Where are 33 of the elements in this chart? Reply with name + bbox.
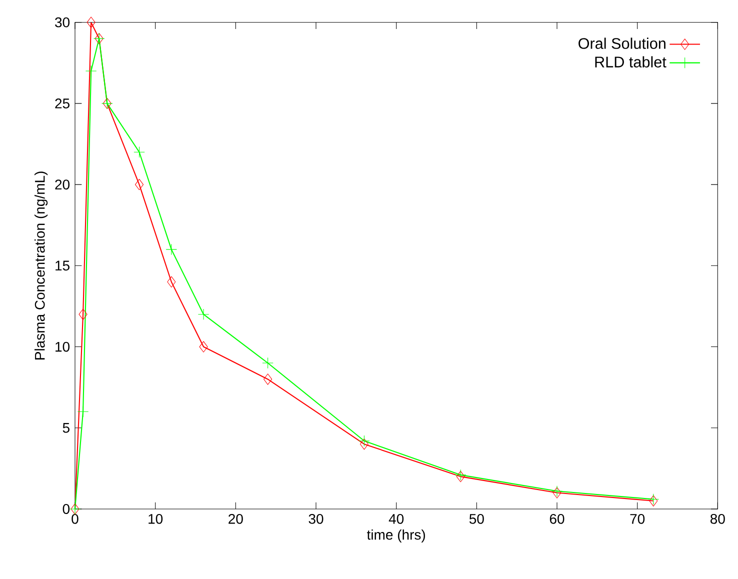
point bbox=[134, 146, 145, 158]
y-tick-label: 25 bbox=[55, 98, 70, 108]
y-tick-label: 0 bbox=[62, 504, 70, 514]
point bbox=[198, 308, 210, 320]
y-axis-title: Plasma Concentration (ng/mL) bbox=[34, 172, 48, 360]
y-tick-label: 10 bbox=[56, 342, 70, 352]
x-tick-label: 10 bbox=[148, 514, 163, 524]
x-tick-label: 0 bbox=[72, 514, 78, 524]
y-tick-label: 5 bbox=[62, 423, 70, 433]
point bbox=[167, 276, 176, 288]
x-tick-label: 50 bbox=[469, 514, 484, 524]
x-tick-label: 80 bbox=[710, 514, 725, 524]
point bbox=[264, 374, 272, 385]
x-tick-label: 30 bbox=[308, 514, 324, 524]
x-tick-label: 20 bbox=[228, 514, 243, 524]
x-tick-label: 40 bbox=[388, 514, 404, 524]
legend-label: Oral Solution bbox=[578, 38, 666, 49]
x-tick-label: 70 bbox=[630, 514, 645, 524]
x-axis-title: time (hrs) bbox=[366, 529, 425, 542]
point bbox=[262, 357, 274, 369]
point bbox=[86, 16, 96, 28]
y-tick-label: 20 bbox=[55, 180, 70, 190]
legend-label: RLD tablet bbox=[595, 56, 666, 68]
y-tick-label: 30 bbox=[55, 17, 70, 28]
x-tick-label: 60 bbox=[550, 514, 564, 524]
point bbox=[78, 308, 88, 320]
point bbox=[360, 438, 368, 450]
point bbox=[199, 341, 208, 352]
point bbox=[358, 435, 370, 446]
point bbox=[77, 406, 89, 418]
point bbox=[166, 244, 178, 256]
y-tick-label: 15 bbox=[56, 260, 70, 271]
point bbox=[135, 178, 144, 190]
